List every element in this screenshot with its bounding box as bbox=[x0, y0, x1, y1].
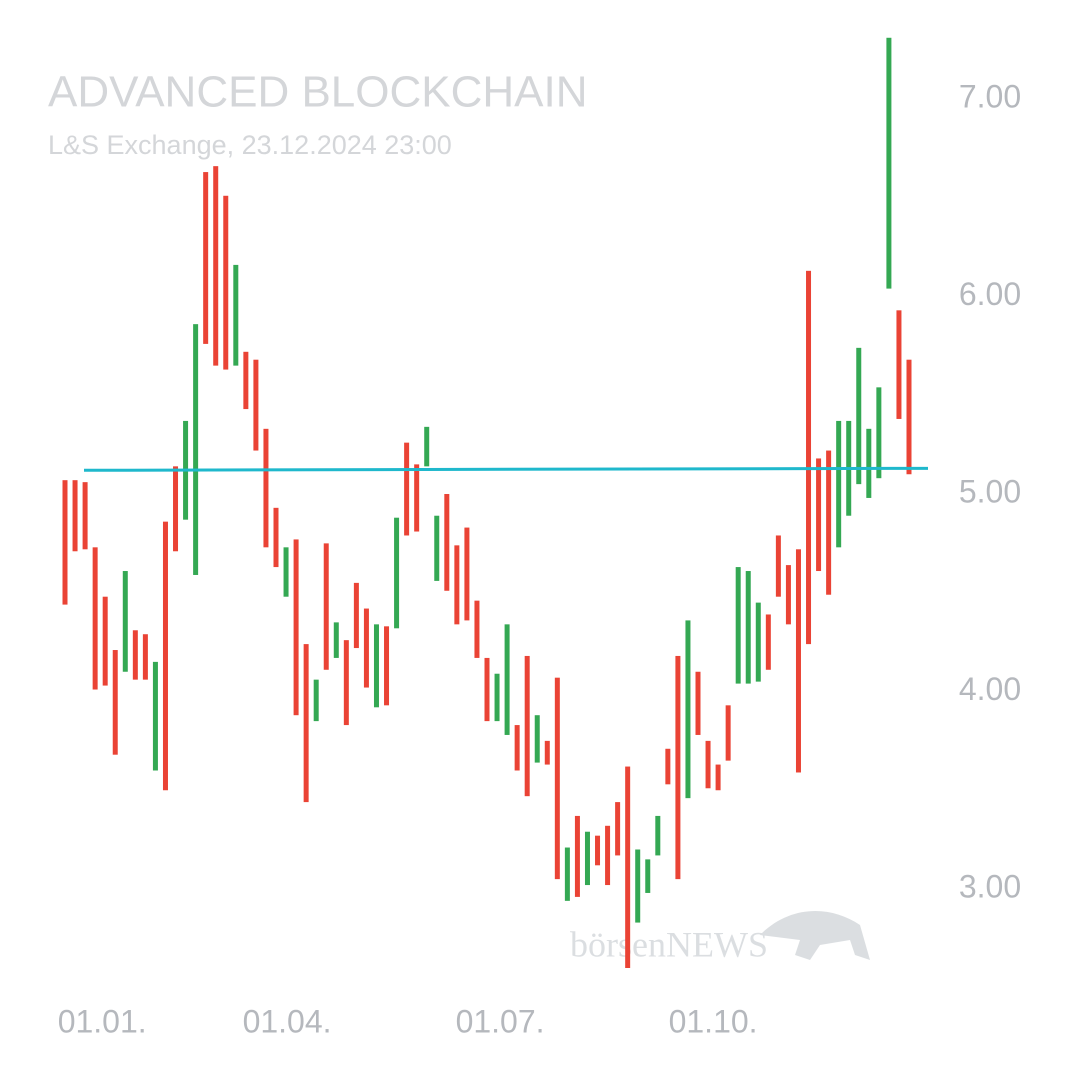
candle bbox=[263, 428, 269, 548]
candle bbox=[243, 351, 249, 410]
candle bbox=[725, 705, 731, 761]
y-tick-label: 3.00 bbox=[959, 868, 1021, 904]
candle bbox=[685, 620, 691, 799]
candle bbox=[62, 480, 68, 605]
candle bbox=[152, 661, 158, 771]
y-tick-label: 6.00 bbox=[959, 276, 1021, 312]
candle bbox=[82, 482, 88, 550]
candle bbox=[193, 324, 199, 575]
candle bbox=[253, 359, 259, 451]
candle bbox=[655, 815, 661, 856]
candle bbox=[283, 547, 289, 597]
chart-subtitle: L&S Exchange, 23.12.2024 23:00 bbox=[48, 130, 452, 160]
candle bbox=[886, 37, 892, 289]
candle bbox=[876, 387, 882, 479]
candle bbox=[494, 673, 500, 722]
candle bbox=[574, 815, 580, 897]
candle bbox=[444, 494, 450, 591]
y-tick-label: 5.00 bbox=[959, 473, 1021, 509]
candle bbox=[836, 420, 842, 548]
candle bbox=[896, 310, 902, 419]
candle bbox=[695, 671, 701, 735]
candle bbox=[795, 549, 801, 773]
candle bbox=[675, 655, 681, 880]
candle bbox=[333, 622, 339, 658]
x-tick-label: 01.07. bbox=[456, 1003, 545, 1039]
candle bbox=[615, 802, 621, 856]
candle bbox=[715, 764, 721, 791]
candle bbox=[313, 679, 319, 722]
candle bbox=[625, 766, 631, 968]
candle bbox=[162, 521, 168, 791]
y-tick-label: 7.00 bbox=[959, 78, 1021, 114]
candle bbox=[866, 428, 872, 498]
candle bbox=[434, 515, 440, 581]
candle bbox=[534, 715, 540, 763]
candle bbox=[303, 644, 309, 803]
chart-title: ADVANCED BLOCKCHAIN bbox=[48, 68, 588, 117]
candle bbox=[323, 543, 329, 670]
candle bbox=[233, 264, 239, 366]
candle bbox=[173, 466, 179, 552]
candle bbox=[665, 748, 671, 785]
candle bbox=[524, 655, 530, 797]
candle bbox=[705, 740, 711, 789]
x-tick-label: 01.10. bbox=[669, 1003, 758, 1039]
watermark-text: börsenNEWS bbox=[570, 924, 768, 964]
candle bbox=[72, 480, 78, 552]
candle bbox=[203, 172, 209, 344]
reference-line bbox=[83, 466, 929, 472]
candle bbox=[484, 657, 490, 722]
candle bbox=[514, 725, 520, 771]
candle bbox=[223, 195, 229, 370]
candle bbox=[273, 507, 279, 568]
watermark-bull bbox=[760, 911, 870, 960]
candle bbox=[404, 442, 410, 536]
candle bbox=[554, 677, 560, 880]
candle bbox=[414, 464, 420, 532]
candle bbox=[755, 602, 761, 682]
candle bbox=[826, 450, 832, 595]
candle bbox=[132, 630, 138, 680]
candle bbox=[464, 527, 470, 621]
candle bbox=[394, 517, 400, 629]
candle bbox=[122, 571, 128, 672]
candle bbox=[424, 426, 430, 467]
candle bbox=[544, 740, 550, 765]
candle bbox=[785, 565, 791, 625]
candle bbox=[595, 835, 601, 866]
candle bbox=[343, 640, 349, 726]
candle bbox=[102, 596, 108, 686]
candle bbox=[856, 347, 862, 485]
candle bbox=[735, 567, 741, 684]
candle bbox=[373, 624, 379, 708]
candle bbox=[584, 831, 590, 886]
candle bbox=[605, 825, 611, 886]
candle bbox=[504, 624, 510, 735]
candle bbox=[645, 859, 651, 893]
candle bbox=[92, 547, 98, 690]
candle bbox=[353, 582, 359, 649]
candle bbox=[384, 626, 390, 706]
candle bbox=[906, 359, 912, 475]
candle bbox=[454, 545, 460, 625]
watermark: börsenNEWS bbox=[570, 911, 870, 964]
candle bbox=[765, 614, 771, 670]
x-tick-label: 01.01. bbox=[58, 1003, 147, 1039]
candle bbox=[775, 535, 781, 597]
candle bbox=[293, 539, 299, 716]
x-tick-label: 01.04. bbox=[243, 1003, 332, 1039]
candle bbox=[213, 166, 219, 366]
candle bbox=[745, 571, 751, 684]
candle bbox=[635, 849, 641, 923]
y-tick-label: 4.00 bbox=[959, 671, 1021, 707]
candle bbox=[363, 608, 369, 688]
candle bbox=[806, 270, 812, 645]
candle bbox=[474, 600, 480, 658]
candle bbox=[142, 634, 148, 680]
candle bbox=[564, 847, 570, 901]
candle bbox=[816, 458, 822, 572]
candle bbox=[112, 650, 118, 755]
